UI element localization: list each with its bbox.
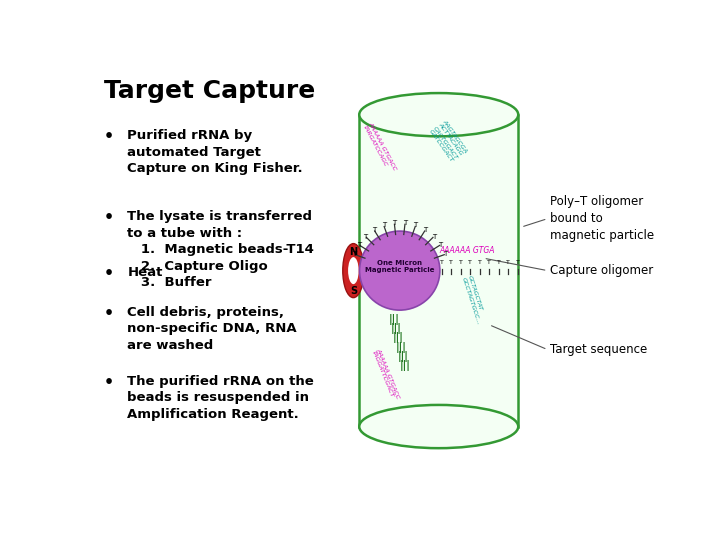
Text: |||: ||| <box>395 341 406 353</box>
Text: T: T <box>440 260 444 265</box>
Text: T: T <box>444 251 447 257</box>
Ellipse shape <box>359 93 518 136</box>
Text: T: T <box>487 260 491 265</box>
Text: T: T <box>364 233 368 240</box>
Text: T: T <box>469 260 472 265</box>
Text: Target Capture: Target Capture <box>104 79 315 103</box>
Text: T: T <box>431 233 436 240</box>
Text: T: T <box>449 260 454 265</box>
Text: T: T <box>506 260 510 265</box>
Text: •: • <box>104 266 114 281</box>
Text: AAAAAA GTGACC
TARGATCCAGC: AAAAAA GTGACC TARGATCCAGC <box>362 121 397 174</box>
Text: Target sequence: Target sequence <box>550 343 647 356</box>
Text: T: T <box>438 242 443 248</box>
Text: The purified rRNA on the
beads is resuspended in
Amplification Reagent.: The purified rRNA on the beads is resusp… <box>127 375 314 421</box>
Ellipse shape <box>359 405 518 448</box>
Text: |||: ||| <box>397 350 408 362</box>
Text: |||: ||| <box>391 323 402 334</box>
Text: Capture oligomer: Capture oligomer <box>550 264 654 277</box>
Text: AAGTAGCGA
ACTTACAGG
CACTGGACT
GATCCGACT: AAGTAGCGA ACTTACAGG CACTGGACT GATCCGACT <box>428 119 469 164</box>
Text: T: T <box>372 227 377 233</box>
Text: T: T <box>516 260 520 265</box>
Text: Purified rRNA by
automated Target
Capture on King Fisher.: Purified rRNA by automated Target Captur… <box>127 129 303 176</box>
Text: T: T <box>478 260 482 265</box>
Text: S: S <box>350 286 357 296</box>
Text: AAAAAA GTGA: AAAAAA GTGA <box>440 246 495 255</box>
Text: AAAAAA GTGACC
TAGGATTCGACT: AAAAAA GTGACC TAGGATTCGACT <box>370 348 401 402</box>
Ellipse shape <box>359 231 440 310</box>
Text: Heat: Heat <box>127 266 163 280</box>
Text: |||: ||| <box>389 314 400 325</box>
Text: T: T <box>352 251 356 257</box>
Text: N: N <box>349 247 357 256</box>
Text: •: • <box>104 211 114 225</box>
Text: One Micron
Magnetic Particle: One Micron Magnetic Particle <box>365 260 434 273</box>
Bar <box>359 114 518 427</box>
Text: •: • <box>104 375 114 389</box>
Text: T: T <box>403 220 408 226</box>
Text: T: T <box>392 220 397 226</box>
Ellipse shape <box>343 244 364 298</box>
Text: T: T <box>497 260 500 265</box>
Text: Cell debris, proteins,
non-specific DNA, RNA
are washed: Cell debris, proteins, non-specific DNA,… <box>127 306 297 352</box>
Text: T: T <box>356 242 361 248</box>
Text: T: T <box>423 227 428 233</box>
Text: •: • <box>104 306 114 321</box>
Text: |||: ||| <box>393 332 404 343</box>
Text: T: T <box>413 222 418 228</box>
Text: T: T <box>382 222 386 228</box>
Text: Poly–T oligomer
bound to
magnetic particle: Poly–T oligomer bound to magnetic partic… <box>550 195 654 242</box>
Ellipse shape <box>348 257 359 284</box>
Text: |||: ||| <box>400 360 410 371</box>
Text: T: T <box>459 260 463 265</box>
Text: •: • <box>104 129 114 144</box>
Text: GCTAGCTAT
GCCTAGTGCC...: GCTAGCTAT GCCTAGTGCC... <box>461 275 487 325</box>
Text: The lysate is transferred
to a tube with :
   1.  Magnetic beads-T14
   2.  Capt: The lysate is transferred to a tube with… <box>127 211 314 289</box>
